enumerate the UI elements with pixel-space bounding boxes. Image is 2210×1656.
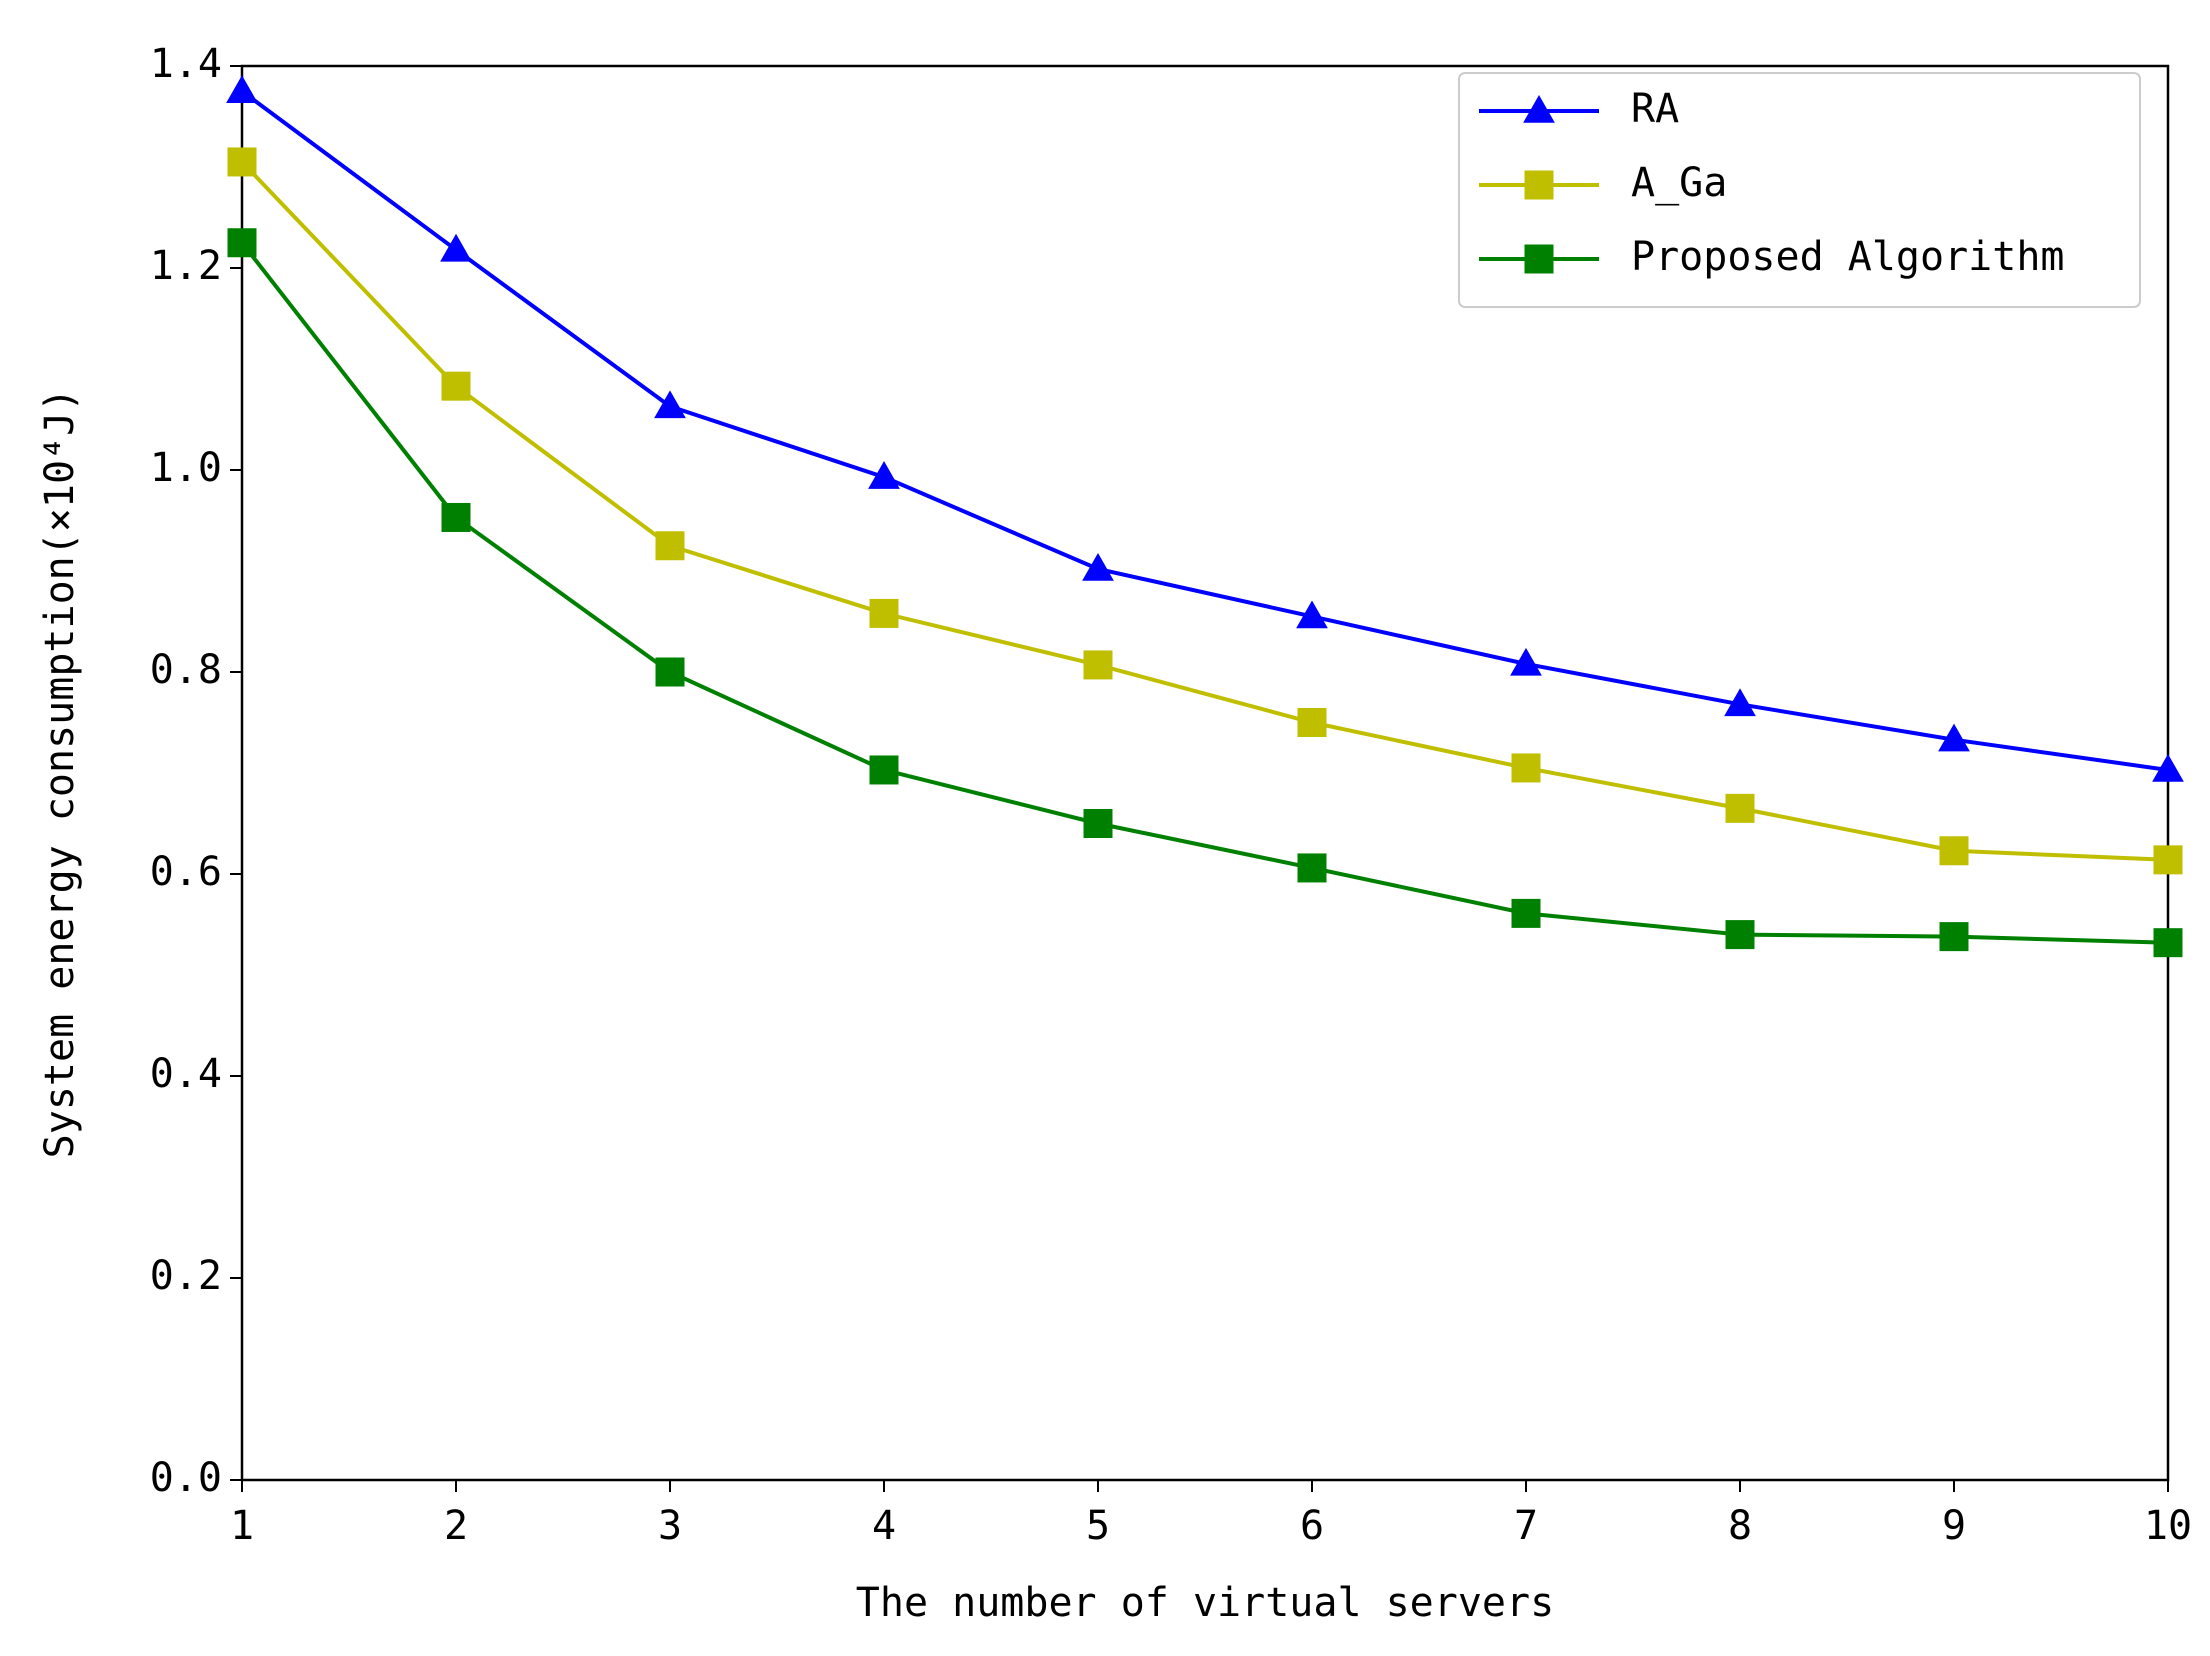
data-point <box>1724 688 1756 717</box>
data-point <box>227 228 257 258</box>
legend-label: A_Ga <box>1631 160 1727 206</box>
x-tick-label: 9 <box>1942 1503 1966 1549</box>
x-tick-label: 2 <box>444 1503 468 1549</box>
x-tick-label: 8 <box>1728 1503 1752 1549</box>
x-tick-label: 7 <box>1514 1503 1538 1549</box>
series-line <box>240 241 2169 945</box>
data-point <box>2153 928 2183 958</box>
legend-marker <box>1524 244 1554 274</box>
y-tick-label: 0.8 <box>150 647 222 693</box>
data-point <box>441 502 471 532</box>
legend-marker <box>1523 94 1555 123</box>
data-point <box>2153 845 2183 875</box>
data-point <box>441 371 471 401</box>
data-point <box>1725 793 1755 823</box>
x-tick-label: 5 <box>1086 1503 1110 1549</box>
x-tick-label: 4 <box>872 1503 896 1549</box>
data-point <box>1725 920 1755 950</box>
data-point <box>227 147 257 177</box>
data-point <box>1296 600 1328 629</box>
data-point <box>1511 898 1541 928</box>
y-tick-label: 0.2 <box>150 1253 222 1299</box>
y-tick-label: 0.4 <box>150 1051 222 1097</box>
data-point <box>1083 650 1113 680</box>
y-tick-label: 1.4 <box>150 41 222 87</box>
data-point <box>655 657 685 687</box>
data-point <box>1511 753 1541 783</box>
legend-label: Proposed Algorithm <box>1631 234 2064 280</box>
x-tick-label: 10 <box>2144 1503 2192 1549</box>
data-point <box>1939 922 1969 952</box>
x-tick-label: 6 <box>1300 1503 1324 1549</box>
data-point <box>869 598 899 628</box>
x-tick-label: 1 <box>230 1503 254 1549</box>
data-point <box>1297 853 1327 883</box>
data-point <box>654 390 686 419</box>
data-point <box>1510 647 1542 676</box>
data-point <box>869 755 899 785</box>
y-tick-label: 1.0 <box>150 445 222 491</box>
y-tick-label: 1.2 <box>150 243 222 289</box>
legend-marker <box>1524 170 1554 200</box>
data-point <box>1939 836 1969 866</box>
data-point <box>1938 723 1970 752</box>
x-tick-label: 3 <box>658 1503 682 1549</box>
x-axis-label: The number of virtual servers <box>856 1580 1554 1626</box>
series-line <box>240 160 2169 862</box>
legend-box <box>1458 72 2141 308</box>
legend-label: RA <box>1631 86 1679 132</box>
data-point <box>226 75 258 103</box>
y-axis-label: System energy consumption(×10⁴J) <box>37 388 83 1159</box>
data-point <box>1083 809 1113 838</box>
data-point <box>440 233 472 262</box>
data-point <box>1082 552 1114 581</box>
series-line <box>240 89 2169 772</box>
data-point <box>655 531 685 561</box>
data-point <box>2152 753 2184 782</box>
y-tick-label: 0.0 <box>150 1455 222 1501</box>
data-point <box>1297 708 1327 737</box>
y-tick-label: 0.6 <box>150 849 222 895</box>
data-point <box>868 461 900 489</box>
